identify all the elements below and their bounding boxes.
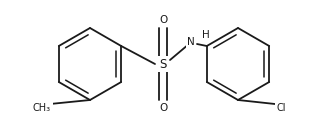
Text: S: S — [159, 57, 167, 71]
Text: O: O — [159, 15, 167, 25]
Text: N: N — [187, 37, 195, 47]
Text: H: H — [202, 30, 210, 40]
Text: CH₃: CH₃ — [33, 103, 51, 113]
Text: Cl: Cl — [276, 103, 286, 113]
Text: O: O — [159, 103, 167, 113]
